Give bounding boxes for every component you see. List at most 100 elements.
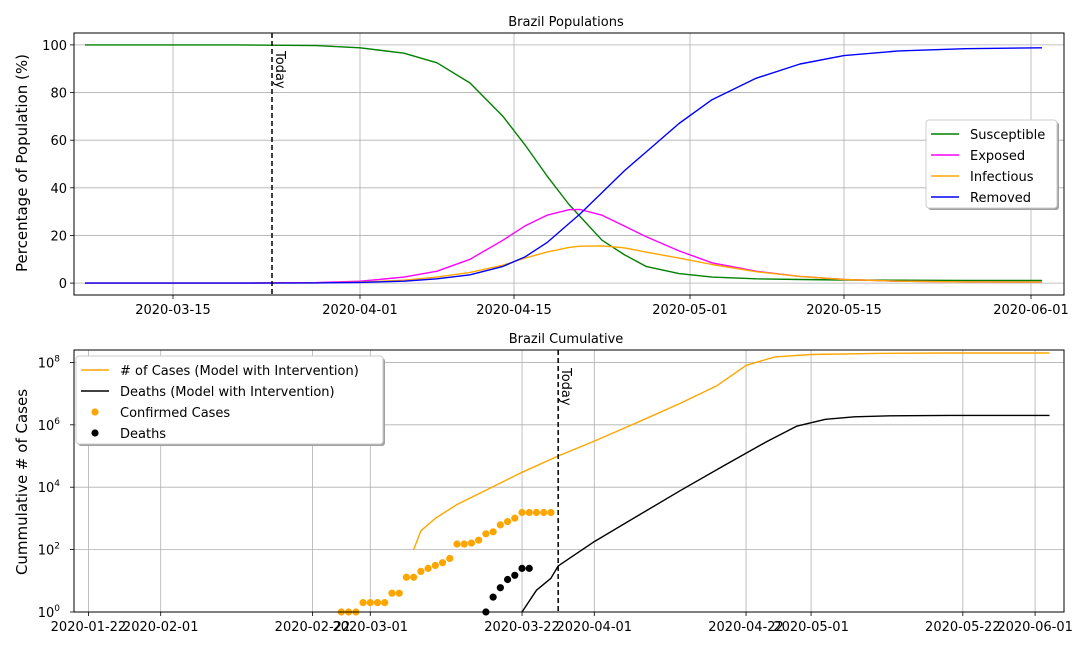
- confirmed-cases-point: [518, 508, 526, 517]
- legend-label: Exposed: [970, 149, 1025, 164]
- legend-box: [925, 119, 1058, 209]
- y-axis: 0 20 40 60 80 100: [42, 39, 74, 292]
- x-tick-label: 2020-03-15: [135, 303, 211, 318]
- legend-label: Deaths: [120, 427, 166, 442]
- x-tick-label: 2020-04-01: [322, 303, 398, 318]
- x-tick-label: 2020-06-01: [997, 620, 1073, 635]
- deaths-point: [496, 584, 504, 592]
- confirmed-cases-point: [532, 508, 541, 517]
- series-layer: [337, 352, 1050, 616]
- legend-marker: [91, 429, 99, 437]
- removed-line: [85, 47, 1043, 284]
- x-tick-label: 2020-05-15: [806, 303, 882, 318]
- confirmed-cases-point: [381, 599, 389, 607]
- x-tick-label: 2020-04-01: [557, 620, 633, 635]
- plot-frame: [73, 32, 1065, 296]
- confirmed-cases-point: [453, 540, 461, 548]
- x-tick-label: 2020-05-22: [925, 620, 1001, 635]
- deaths-point: [503, 575, 512, 584]
- x-tick-label: 2020-03-01: [332, 620, 408, 635]
- y-tick-label: 40: [50, 182, 67, 197]
- confirmed-cases-point: [547, 508, 555, 517]
- chart-title: Brazil Populations: [508, 15, 624, 30]
- plot-frame: [73, 349, 1065, 613]
- legend: # of Cases (Model with Intervention) Deat…: [75, 355, 385, 446]
- x-tick-label: 2020-02-22: [275, 620, 351, 635]
- y-tick-label: 100: [38, 604, 61, 621]
- y-axis: 100 102 104 106 108: [38, 354, 74, 621]
- y-tick-label: 20: [50, 229, 67, 244]
- deaths-model-with-intervention-line: [521, 414, 1050, 613]
- today-marker: Today: [271, 33, 287, 295]
- confirmed-cases-point: [366, 599, 374, 607]
- y-tick-label: 108: [38, 354, 61, 371]
- infectious-line: [85, 245, 1043, 284]
- confirmed-cases-point: [489, 528, 497, 536]
- y-tick-label: 60: [50, 134, 67, 149]
- confirmed-cases-point: [503, 517, 512, 526]
- x-tick-label: 2020-03-22: [484, 620, 560, 635]
- confirmed-cases-point: [431, 561, 439, 570]
- today-label: Today: [272, 50, 287, 89]
- legend-box: [75, 355, 384, 445]
- confirmed-cases-point: [446, 554, 454, 563]
- legend: Susceptible Exposed Infectious Removed: [925, 119, 1059, 210]
- cumulative-chart: Brazil Cumulative Today 2020-01-222020-0…: [13, 332, 1073, 635]
- confirmed-cases-point: [417, 567, 425, 576]
- confirmed-cases-point: [388, 589, 396, 597]
- confirmed-cases-point: [359, 599, 367, 607]
- populations-chart: Brazil Populations Today 2020-03-15 2020-…: [13, 15, 1069, 318]
- confirmed-cases-point: [373, 599, 382, 607]
- x-tick-label: 2020-04-22: [708, 620, 784, 635]
- legend-label: Deaths (Model with Intervention): [120, 385, 335, 400]
- y-axis-label: Percentage of Population (%): [13, 54, 31, 272]
- x-tick-label: 2020-06-01: [993, 303, 1069, 318]
- today-marker: Today: [557, 350, 573, 612]
- series-layer: [85, 44, 1043, 284]
- x-tick-label: 2020-04-15: [476, 303, 552, 318]
- today-label: Today: [558, 367, 573, 406]
- grid: [74, 33, 1064, 295]
- y-tick-label: 80: [50, 87, 67, 102]
- confirmed-cases-point: [482, 530, 490, 538]
- legend-marker: [91, 408, 99, 416]
- exposed-line: [85, 208, 1043, 284]
- y-axis-label: Cummulative # of Cases: [13, 389, 31, 575]
- confirmed-cases-point: [475, 536, 483, 544]
- confirmed-cases-point: [525, 508, 533, 517]
- x-tick-label: 2020-01-22: [51, 620, 127, 635]
- legend-label: Confirmed Cases: [120, 406, 230, 421]
- x-tick-label: 2020-02-01: [123, 620, 199, 635]
- confirmed-cases-point: [460, 540, 468, 548]
- confirmed-cases-point: [511, 514, 519, 522]
- legend-label: Removed: [970, 191, 1031, 206]
- x-axis: 2020-03-15 2020-04-01 2020-04-15 2020-05-01…: [135, 295, 1069, 318]
- confirmed-cases-point: [424, 564, 432, 572]
- confirmed-cases-point: [540, 508, 548, 517]
- y-tick-label: 102: [38, 542, 60, 559]
- legend-label: Susceptible: [970, 128, 1045, 143]
- susceptible-line: [85, 44, 1042, 282]
- x-tick-label: 2020-05-01: [773, 620, 849, 635]
- confirmed-cases-point: [410, 573, 418, 581]
- deaths-point: [518, 564, 526, 572]
- confirmed-cases-point: [402, 573, 411, 581]
- legend-label: Infectious: [970, 170, 1034, 185]
- deaths-point: [511, 571, 519, 579]
- deaths-point: [525, 564, 533, 572]
- y-tick-label: 0: [59, 277, 67, 292]
- y-tick-label: 106: [38, 417, 61, 434]
- confirmed-cases-point: [395, 589, 403, 597]
- x-tick-label: 2020-05-01: [652, 303, 728, 318]
- of-cases-model-with-intervention-line: [412, 352, 1050, 550]
- confirmed-cases-point: [438, 559, 447, 567]
- confirmed-cases-point: [467, 539, 476, 547]
- chart-title: Brazil Cumulative: [509, 332, 624, 347]
- deaths-point: [489, 593, 497, 601]
- y-tick-label: 100: [42, 39, 67, 54]
- confirmed-cases-point: [496, 521, 504, 529]
- legend-label: # of Cases (Model with Intervention): [120, 364, 359, 379]
- y-tick-label: 104: [38, 479, 61, 496]
